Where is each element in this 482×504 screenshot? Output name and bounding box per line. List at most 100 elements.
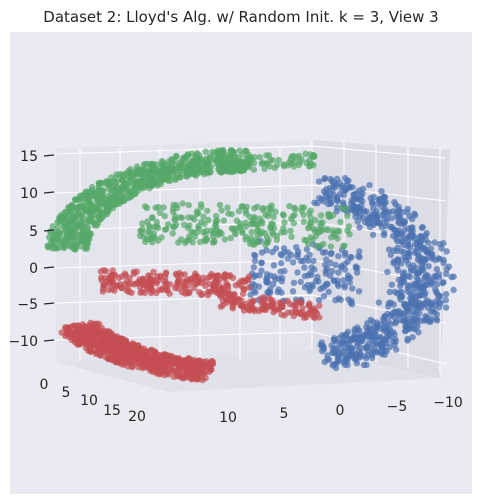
scatter-point [289, 259, 297, 266]
scatter-point [96, 207, 103, 214]
y-tick-label: 0 [40, 377, 49, 393]
scatter-point [221, 236, 229, 243]
scatter-point [115, 189, 122, 196]
scatter-point [317, 212, 325, 219]
scatter-point [435, 304, 443, 311]
scatter-point [300, 204, 308, 211]
scatter-point [287, 227, 294, 235]
scatter-point [99, 194, 106, 201]
scatter-point [327, 175, 334, 183]
scatter-point [212, 220, 220, 228]
scatter-point [394, 256, 402, 264]
scatter-point [109, 277, 117, 284]
scatter-point [363, 361, 370, 369]
scatter-point [353, 360, 361, 367]
scatter-point [61, 209, 69, 216]
scatter-point [383, 347, 390, 355]
scatter-point [312, 217, 319, 224]
scatter-point [397, 289, 404, 296]
scatter-point [440, 259, 447, 267]
scatter-point [353, 189, 361, 197]
scatter-point [289, 213, 296, 220]
scatter-point [388, 281, 396, 288]
scatter-point [49, 223, 56, 230]
scatter-point [332, 297, 339, 304]
scatter-point [400, 249, 407, 256]
scatter-point [311, 228, 318, 235]
scatter-point [122, 180, 130, 188]
scatter-point [336, 190, 344, 198]
scatter-point [356, 224, 363, 231]
scatter-point [340, 358, 347, 365]
scatter-point [331, 232, 339, 239]
scatter-point [107, 333, 114, 340]
scatter-point [416, 241, 423, 248]
scatter-point [401, 309, 408, 317]
scatter-point [391, 331, 398, 338]
scatter-point [62, 235, 69, 242]
scatter-point [363, 324, 370, 331]
scatter-point [280, 225, 287, 232]
scatter-point [159, 174, 167, 181]
scatter-point [60, 244, 68, 252]
scatter-point [56, 239, 63, 246]
scatter-point [178, 164, 185, 171]
scatter-point [259, 220, 266, 227]
scatter-point [275, 156, 282, 164]
scatter-point [83, 224, 90, 231]
scatter-point [341, 282, 348, 289]
scatter-point [51, 245, 59, 252]
scatter-point [383, 329, 390, 336]
scatter-point [135, 187, 142, 194]
scatter-point [209, 233, 217, 240]
scatter-point [384, 318, 392, 325]
scatter-point [78, 229, 86, 237]
scatter-point [423, 230, 430, 237]
scatter-point [443, 270, 450, 277]
scatter-point [355, 204, 362, 211]
scatter-point [330, 182, 337, 189]
scatter-point [224, 297, 232, 304]
scatter-point [276, 275, 283, 282]
scatter-point [265, 152, 273, 159]
scatter-point [263, 234, 271, 241]
scatter-point [243, 147, 250, 155]
z-tick-label: −5 [17, 297, 38, 313]
scatter-point [259, 206, 267, 213]
scatter-point [412, 325, 419, 333]
scatter-point [229, 274, 237, 282]
scatter-point [369, 231, 377, 238]
scatter-point [301, 272, 308, 280]
scatter-point [216, 201, 224, 209]
scatter-point [75, 341, 82, 348]
scatter-point [160, 204, 167, 211]
scatter-point [443, 290, 450, 298]
scatter-point [280, 245, 288, 252]
scatter-point [94, 349, 102, 356]
scatter-point [323, 185, 330, 193]
scatter-point [158, 234, 165, 241]
scatter-point [238, 203, 245, 210]
scatter-point [428, 255, 436, 262]
scatter-point [333, 195, 340, 203]
scatter-point [113, 171, 120, 178]
scatter-point [273, 236, 281, 244]
scatter-point [129, 340, 136, 347]
scatter-point [359, 214, 366, 222]
scatter-point [150, 230, 157, 237]
y-tick-label: 15 [103, 403, 121, 419]
scatter-point [388, 215, 395, 222]
scatter-point [70, 322, 77, 329]
scatter-point [156, 276, 163, 284]
scatter-point [400, 254, 407, 261]
scatter-point [226, 159, 234, 166]
y-tick-label: 5 [62, 385, 71, 401]
scatter-point [300, 314, 308, 321]
z-tick-label: 5 [29, 224, 38, 240]
scatter-point [156, 209, 164, 216]
scatter-point [344, 212, 351, 220]
scatter-point [413, 264, 420, 272]
scatter-point [244, 303, 251, 311]
scatter-point [448, 273, 455, 281]
scatter-point [383, 215, 391, 222]
